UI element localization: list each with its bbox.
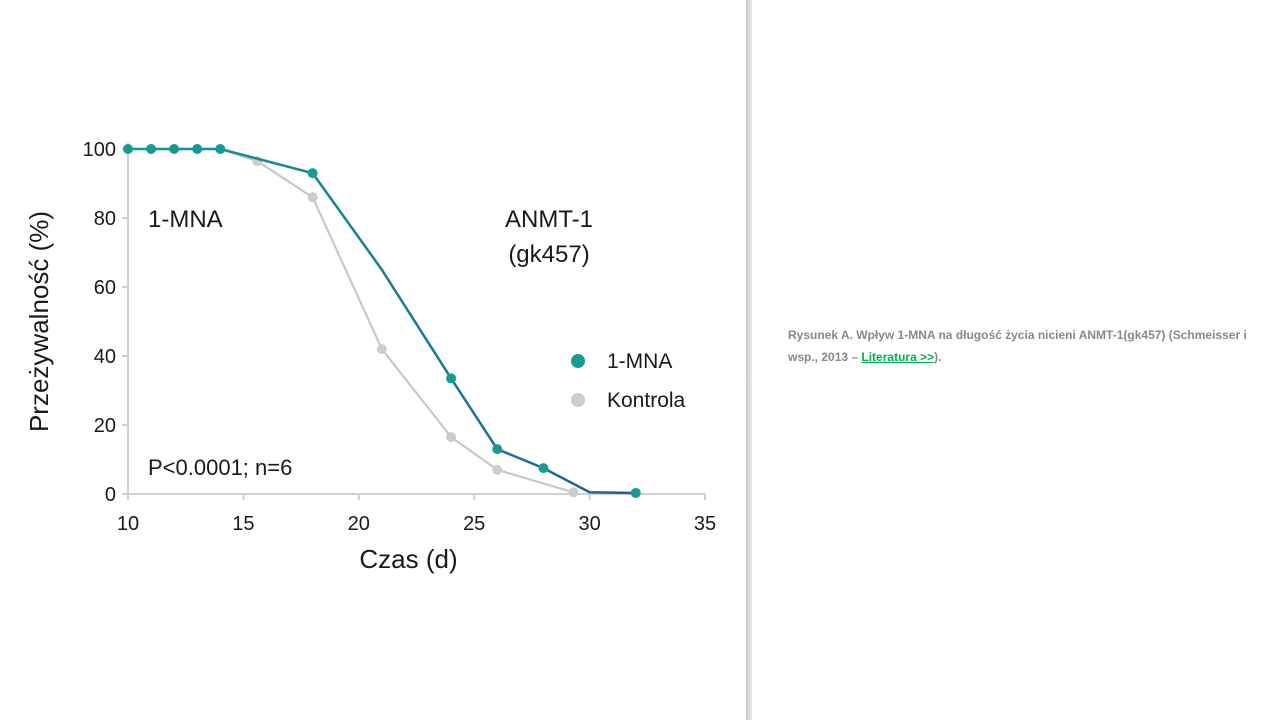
data-point-1-mna — [538, 463, 549, 474]
legend-marker — [571, 354, 585, 368]
x-tick-label: 25 — [463, 513, 485, 535]
caption-panel: Rysunek A. Wpływ 1-MNA na długość życia … — [752, 0, 1280, 720]
annotation-strain-id: (gk457) — [508, 241, 589, 268]
data-point-1-mna — [492, 444, 503, 455]
y-tick-label: 20 — [94, 415, 116, 437]
data-point-1-mna — [307, 168, 318, 179]
figure-caption: Rysunek A. Wpływ 1-MNA na długość życia … — [788, 324, 1264, 368]
y-tick-label: 100 — [83, 139, 116, 161]
x-tick-label: 35 — [694, 513, 716, 535]
caption-end: ). — [934, 350, 942, 364]
x-tick-label: 20 — [348, 513, 370, 535]
data-point-kontrola — [307, 192, 318, 203]
y-axis-label: Przeżywalność (%) — [24, 211, 54, 432]
data-point-kontrola — [568, 487, 579, 498]
data-point-kontrola — [376, 344, 387, 355]
data-point-1-mna — [192, 144, 203, 154]
legend-label: Kontrola — [607, 389, 686, 412]
data-point-1-mna — [146, 144, 157, 154]
y-tick-label: 0 — [105, 484, 116, 506]
data-point-1-mna — [215, 144, 226, 154]
chart-panel: 0 20 40 60 80 100 10 15 20 25 30 35 Czas (d) Przeżyw… — [0, 0, 746, 720]
x-tick-label: 15 — [232, 513, 254, 535]
legend-marker — [571, 393, 585, 407]
caption-text: Rysunek A. Wpływ 1-MNA na długość życia … — [788, 328, 1247, 364]
data-point-kontrola — [446, 432, 457, 443]
data-point-1-mna — [169, 144, 180, 154]
annotation-strain: ANMT-1 — [505, 206, 593, 233]
x-tick-label: 30 — [578, 513, 600, 535]
legend-label: 1-MNA — [607, 350, 672, 373]
annotation-treatment: 1-MNA — [148, 206, 223, 233]
y-tick-label: 80 — [94, 208, 116, 230]
y-tick-label: 60 — [94, 277, 116, 299]
panel-divider — [746, 0, 752, 720]
x-axis-label: Czas (d) — [359, 544, 457, 574]
y-tick-label: 40 — [94, 346, 116, 368]
annotation-stats: P<0.0001; n=6 — [148, 455, 292, 480]
survival-chart: 0 20 40 60 80 100 10 15 20 25 30 35 Czas (d) Przeżyw… — [24, 139, 716, 574]
data-point-1-mna — [630, 487, 641, 498]
series-line-1-mna — [128, 147, 636, 495]
data-point-1-mna — [446, 373, 457, 384]
literature-link[interactable]: Literatura >> — [861, 350, 935, 364]
x-tick-label: 10 — [117, 513, 139, 535]
data-point-1-mna — [123, 144, 133, 154]
series-line-kontrola — [128, 147, 574, 494]
data-point-kontrola — [492, 464, 503, 475]
